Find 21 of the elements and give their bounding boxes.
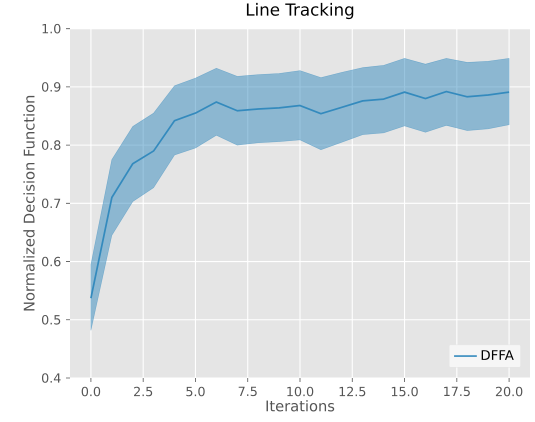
y-tick-label: 0.4	[42, 373, 61, 383]
y-axis-title: Normalized Decision Function	[23, 96, 35, 311]
chart-title: Line Tracking	[246, 2, 354, 20]
x-tick-label: 10.0	[287, 386, 314, 396]
x-tick-label: 5.0	[186, 386, 205, 396]
line-series	[90, 90, 510, 300]
y-tick-label: 0.9	[42, 82, 60, 92]
x-tick-label: 7.5	[238, 386, 257, 396]
y-tick-label: 0.6	[42, 256, 60, 266]
x-axis-title: Iterations	[266, 400, 334, 412]
legend-label: DFFA	[482, 350, 514, 360]
y-tick-label: 1.0	[42, 24, 60, 34]
x-tick-label: 2.5	[134, 386, 152, 396]
x-tick-label: 17.5	[444, 386, 470, 396]
x-tick-label: 12.5	[340, 386, 366, 396]
y-tick-label: 0.8	[42, 140, 60, 150]
x-tick-label: 20.0	[496, 386, 522, 396]
x-tick-label: 0.0	[82, 386, 100, 396]
x-tick-label: 15.0	[392, 386, 418, 396]
y-tick-label: 0.7	[42, 198, 60, 208]
y-tick-label: 0.5	[42, 314, 60, 325]
